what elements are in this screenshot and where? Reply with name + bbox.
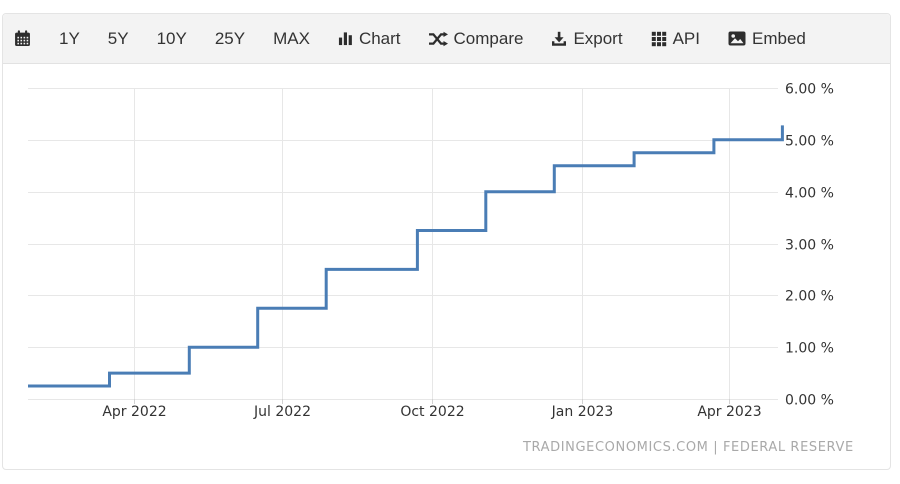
x-axis-label: Oct 2022 bbox=[400, 404, 464, 420]
chart-toolbar: 1Y 5Y 10Y 25Y MAX Chart bbox=[3, 14, 890, 64]
series-line[interactable] bbox=[28, 125, 784, 388]
export-label: Export bbox=[573, 28, 623, 48]
api-label: API bbox=[672, 28, 700, 48]
range-10y-button[interactable]: 10Y bbox=[157, 29, 187, 49]
x-axis-label: Apr 2022 bbox=[102, 404, 166, 420]
x-axis-label: Jul 2022 bbox=[253, 404, 311, 420]
x-axis-label: Jan 2023 bbox=[551, 404, 614, 420]
y-axis-label: 5.00 % bbox=[785, 134, 834, 150]
range-max-button[interactable]: MAX bbox=[273, 29, 310, 49]
y-axis-label: 3.00 % bbox=[785, 238, 834, 254]
image-icon bbox=[728, 31, 746, 46]
export-button[interactable]: Export bbox=[551, 28, 623, 49]
range-5y-button[interactable]: 5Y bbox=[108, 29, 129, 49]
embed-button[interactable]: Embed bbox=[728, 29, 806, 49]
compare-button[interactable]: Compare bbox=[428, 28, 524, 49]
api-button[interactable]: API bbox=[651, 29, 700, 49]
chart-widget: 1Y 5Y 10Y 25Y MAX Chart bbox=[2, 13, 891, 470]
range-25y-button[interactable]: 25Y bbox=[215, 29, 245, 49]
shuffle-icon bbox=[428, 31, 448, 46]
y-axis-label: 1.00 % bbox=[785, 341, 834, 357]
calendar-button[interactable] bbox=[14, 30, 31, 47]
range-5y-label: 5Y bbox=[107, 28, 129, 48]
y-axis-label: 2.00 % bbox=[785, 289, 834, 305]
watermark: TRADINGECONOMICS.COM | FEDERAL RESERVE bbox=[523, 440, 854, 455]
y-axis-label: 0.00 % bbox=[785, 393, 834, 409]
download-icon bbox=[552, 31, 567, 46]
chart-type-label: Chart bbox=[358, 28, 401, 48]
compare-label: Compare bbox=[453, 28, 524, 48]
range-10y-label: 10Y bbox=[156, 28, 187, 48]
calendar-icon bbox=[15, 30, 30, 46]
range-25y-label: 25Y bbox=[214, 28, 246, 48]
grid-icon bbox=[651, 31, 666, 46]
range-1y-label: 1Y bbox=[59, 28, 80, 48]
y-axis-label: 6.00 % bbox=[785, 82, 834, 98]
embed-label: Embed bbox=[751, 28, 806, 48]
x-axis-label: Apr 2023 bbox=[697, 404, 761, 420]
y-axis-label: 4.00 % bbox=[785, 186, 834, 202]
chart-type-button[interactable]: Chart bbox=[338, 29, 401, 49]
range-1y-button[interactable]: 1Y bbox=[59, 29, 80, 49]
bar-chart-icon bbox=[338, 32, 352, 46]
range-max-label: MAX bbox=[273, 28, 310, 48]
